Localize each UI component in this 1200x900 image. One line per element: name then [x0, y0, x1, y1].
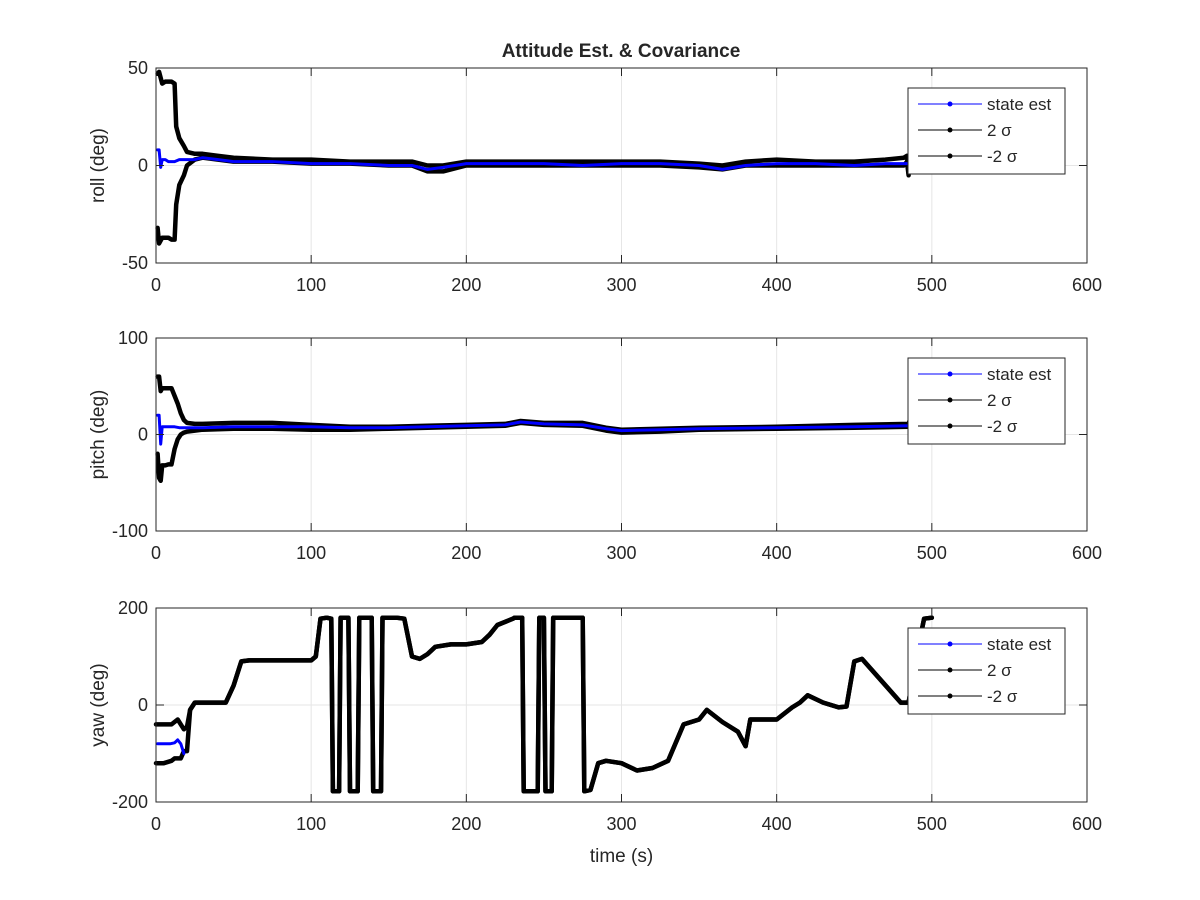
- y-tick-label: 50: [128, 58, 148, 78]
- series-line-plus-2-sigma: [155, 69, 911, 176]
- series-line-minus-2-sigma: [155, 420, 913, 484]
- x-tick-label: 600: [1072, 543, 1102, 563]
- legend-entry: state est: [987, 635, 1052, 654]
- legend-swatch-marker: [947, 153, 953, 159]
- legend-entry: -2 σ: [987, 417, 1018, 436]
- x-tick-label: 100: [296, 814, 326, 834]
- legend: state est 2 σ -2 σ: [907, 627, 1066, 715]
- x-tick-label: 100: [296, 275, 326, 295]
- legend-box: [907, 87, 1066, 175]
- y-tick-label: -200: [112, 792, 148, 812]
- x-tick-label: 300: [606, 543, 636, 563]
- x-tick-label: 200: [451, 543, 481, 563]
- y-axis-label: roll (deg): [88, 128, 109, 203]
- legend-entry: 2 σ: [987, 661, 1012, 680]
- x-tick-label: 400: [762, 543, 792, 563]
- series-line-state-est: [156, 148, 911, 171]
- x-tick-label: 200: [451, 814, 481, 834]
- legend-swatch-marker: [947, 693, 953, 699]
- x-tick-label: 600: [1072, 275, 1102, 295]
- legend: state est 2 σ -2 σ: [907, 87, 1066, 175]
- series-line-state-est: [156, 738, 186, 755]
- legend-swatch-marker: [947, 423, 953, 429]
- x-tick-label: 300: [606, 275, 636, 295]
- x-tick-label: 400: [762, 814, 792, 834]
- y-tick-label: 0: [138, 425, 148, 445]
- series-line-state-est: [156, 413, 911, 446]
- x-tick-label: 500: [917, 814, 947, 834]
- legend-entry: state est: [987, 365, 1052, 384]
- legend: state est 2 σ -2 σ: [907, 357, 1066, 445]
- y-tick-label: -50: [122, 253, 148, 273]
- series-line-plus-2-sigma: [153, 615, 935, 794]
- legend-swatch-marker: [947, 397, 953, 403]
- x-tick-label: 0: [151, 275, 161, 295]
- legend-box: [907, 357, 1066, 445]
- legend-swatch-marker: [947, 101, 953, 107]
- x-tick-label: 200: [451, 275, 481, 295]
- x-tick-label: 300: [606, 814, 636, 834]
- y-tick-label: 0: [138, 695, 148, 715]
- y-tick-label: 100: [118, 328, 148, 348]
- x-tick-label: 0: [151, 543, 161, 563]
- x-tick-label: 100: [296, 543, 326, 563]
- x-tick-label: 400: [762, 275, 792, 295]
- legend-entry: -2 σ: [987, 687, 1018, 706]
- y-tick-label: 200: [118, 598, 148, 618]
- legend-swatch-marker: [947, 667, 953, 673]
- legend-box: [907, 627, 1066, 715]
- x-tick-label: 0: [151, 814, 161, 834]
- legend-entry: -2 σ: [987, 147, 1018, 166]
- y-tick-label: 0: [138, 156, 148, 176]
- x-axis-label: time (s): [590, 846, 653, 867]
- y-axis-label: pitch (deg): [88, 390, 109, 480]
- x-tick-label: 500: [917, 275, 947, 295]
- legend-entry: 2 σ: [987, 121, 1012, 140]
- figure-title: Attitude Est. & Covariance: [502, 41, 741, 62]
- y-axis-label: yaw (deg): [88, 663, 109, 746]
- legend-entry: 2 σ: [987, 391, 1012, 410]
- legend-swatch-marker: [947, 641, 953, 647]
- legend-swatch-marker: [947, 371, 953, 377]
- x-tick-label: 600: [1072, 814, 1102, 834]
- x-tick-label: 500: [917, 543, 947, 563]
- legend-swatch-marker: [947, 127, 953, 133]
- legend-entry: state est: [987, 95, 1052, 114]
- y-tick-label: -100: [112, 521, 148, 541]
